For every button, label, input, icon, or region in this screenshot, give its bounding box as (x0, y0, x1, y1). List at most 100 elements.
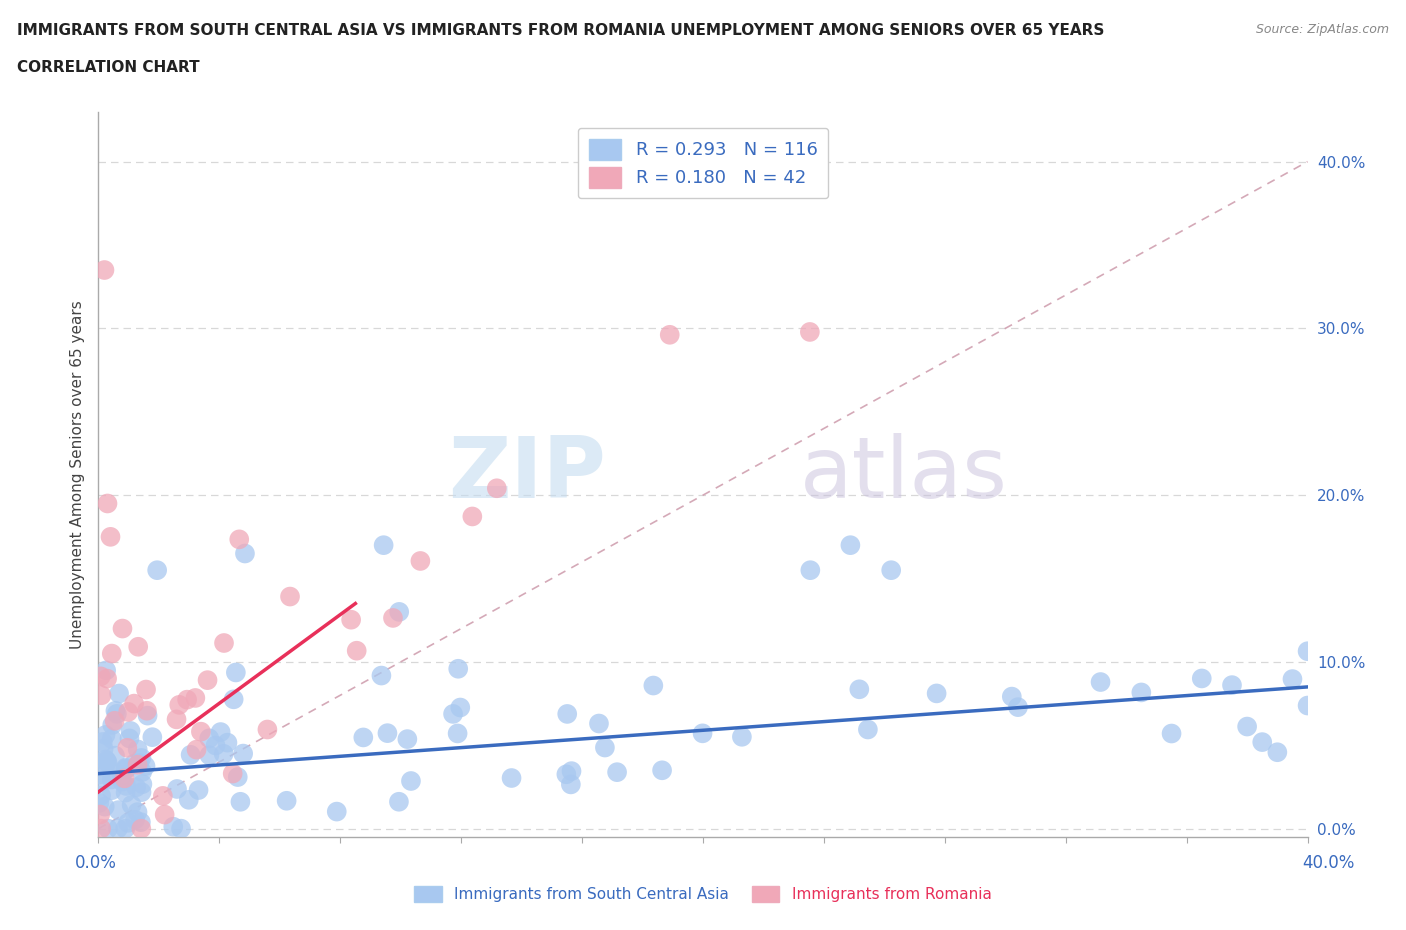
Point (162, 819, 184, 834)
Point (127, 757, 149, 772)
Point (100, 783, 122, 798)
Point (141, 730, 163, 745)
Point (135, 703, 157, 718)
Text: ZIP: ZIP (449, 432, 606, 516)
Point (278, 589, 301, 604)
Point (127, 804, 149, 819)
Point (925, 686, 948, 701)
Point (153, 807, 176, 822)
Point (180, 748, 202, 763)
Point (111, 767, 134, 782)
Point (560, 777, 582, 791)
Point (186, 742, 208, 757)
Point (129, 815, 152, 830)
Point (117, 705, 139, 720)
Point (94, 663, 117, 678)
Point (256, 722, 278, 737)
Point (1267, 745, 1289, 760)
Point (731, 729, 754, 744)
Point (1220, 678, 1243, 693)
Point (117, 740, 139, 755)
Point (1236, 719, 1258, 734)
Text: CORRELATION CHART: CORRELATION CHART (17, 60, 200, 75)
Point (377, 725, 399, 740)
Point (101, 765, 124, 780)
Point (135, 759, 157, 774)
Point (346, 644, 368, 658)
Point (93, 262, 115, 277)
Point (1191, 671, 1213, 686)
Point (131, 777, 153, 791)
Point (856, 722, 879, 737)
Point (643, 678, 665, 693)
Point (1160, 726, 1182, 741)
Point (90, 669, 112, 684)
Point (101, 646, 124, 661)
Point (446, 726, 468, 741)
Point (692, 726, 714, 741)
Text: 0.0%: 0.0% (75, 854, 117, 872)
Point (101, 731, 124, 746)
Point (209, 724, 232, 739)
Point (326, 804, 349, 819)
Point (124, 812, 146, 827)
Point (555, 707, 578, 722)
Point (225, 665, 247, 680)
Point (127, 742, 149, 757)
Text: IMMIGRANTS FROM SOUTH CENTRAL ASIA VS IMMIGRANTS FROM ROMANIA UNEMPLOYMENT AMONG: IMMIGRANTS FROM SOUTH CENTRAL ASIA VS IM… (17, 23, 1104, 38)
Point (125, 780, 148, 795)
Y-axis label: Unemployment Among Seniors over 65 years: Unemployment Among Seniors over 65 years (69, 300, 84, 649)
Point (93, 741, 115, 756)
Point (115, 762, 138, 777)
Point (370, 668, 392, 683)
Point (204, 738, 226, 753)
Point (848, 682, 870, 697)
Point (96, 755, 118, 770)
Point (107, 803, 129, 817)
Point (122, 756, 145, 771)
Point (104, 748, 127, 763)
Point (1281, 671, 1303, 686)
Point (91, 735, 114, 750)
Point (96, 753, 118, 768)
Point (111, 775, 134, 790)
Point (167, 698, 190, 712)
Point (373, 538, 395, 552)
Point (409, 553, 432, 568)
Point (94, 756, 117, 771)
Point (90, 688, 112, 703)
Point (122, 697, 145, 711)
Point (839, 538, 862, 552)
Point (90, 821, 112, 836)
Point (217, 736, 239, 751)
Point (166, 712, 188, 727)
Point (177, 792, 200, 807)
Point (176, 692, 198, 707)
Point (190, 724, 212, 739)
Point (89, 795, 111, 810)
Legend: R = 0.293   N = 116, R = 0.180   N = 42: R = 0.293 N = 116, R = 0.180 N = 42 (578, 128, 828, 198)
Point (399, 774, 422, 789)
Point (114, 771, 136, 786)
Point (94, 727, 117, 742)
Point (229, 794, 252, 809)
Point (588, 716, 610, 731)
Point (187, 783, 209, 798)
Point (501, 771, 523, 786)
Point (1130, 685, 1153, 700)
Point (232, 746, 254, 761)
Point (96, 671, 118, 686)
Point (184, 690, 207, 705)
Point (658, 327, 681, 342)
Point (340, 612, 363, 627)
Point (117, 816, 139, 830)
Point (115, 778, 138, 793)
Point (799, 563, 821, 578)
Point (111, 621, 134, 636)
Point (1296, 698, 1319, 713)
Point (90, 774, 112, 789)
Point (228, 532, 250, 547)
Point (198, 731, 221, 746)
Point (93, 799, 115, 814)
Point (100, 772, 122, 787)
